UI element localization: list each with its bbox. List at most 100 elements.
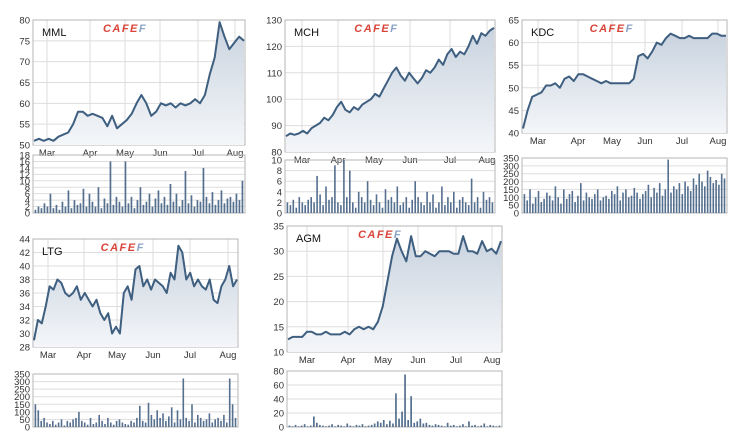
volume-bar: [334, 165, 336, 213]
volume-bar: [387, 199, 390, 214]
volume-bar: [473, 202, 476, 213]
volume-bar: [60, 419, 63, 427]
month-tick-label: Jun: [145, 350, 160, 361]
month-tick-label: Apr: [341, 355, 356, 366]
price-ytick-label: 65: [508, 16, 519, 27]
volume-bar: [343, 426, 346, 427]
volume-bar: [159, 417, 161, 427]
volume-bar: [627, 197, 630, 213]
volume-bar: [477, 426, 479, 427]
price-ytick-label: 80: [271, 148, 282, 159]
volume-bar: [619, 200, 621, 213]
month-tick-label: Jun: [637, 136, 652, 147]
volume-bar: [489, 424, 492, 427]
volume-bar: [470, 178, 473, 213]
volume-bar: [441, 186, 443, 213]
volume-bar: [211, 192, 214, 213]
volume-bar: [208, 203, 211, 213]
volume-bar: [488, 197, 491, 213]
volume-bar: [136, 200, 139, 213]
volume-bar: [355, 424, 358, 427]
volume-bar: [529, 189, 531, 213]
volume-ytick-label: 10: [19, 176, 30, 187]
volume-bar: [208, 413, 211, 427]
volume-bar: [109, 161, 112, 213]
price-ytick-label: 100: [266, 95, 282, 106]
volume-bar: [358, 425, 361, 427]
volume-bar: [337, 424, 339, 427]
volume-bar: [580, 183, 582, 213]
volume-bar: [92, 424, 95, 427]
volume-bar: [163, 196, 166, 213]
volume-bar: [37, 206, 40, 213]
volume-bar: [366, 181, 369, 213]
volume-bar: [695, 184, 698, 213]
price-ytick-label: 25: [273, 272, 284, 283]
volume-bar: [684, 181, 686, 213]
volume-ytick-label: 12: [19, 170, 30, 181]
price-ytick-label: 35: [273, 222, 284, 233]
volume-bar: [55, 204, 58, 213]
volume-bar: [673, 186, 675, 213]
price-ytick-label: 130: [266, 16, 282, 27]
volume-bar: [405, 197, 408, 213]
ticker-title: AGM: [296, 233, 321, 245]
volume-bar: [185, 417, 187, 427]
volume-bar: [300, 425, 303, 427]
price-line: [33, 244, 238, 341]
volume-frame: [284, 159, 496, 214]
volume-bar: [411, 199, 413, 214]
volume-bar: [363, 202, 366, 213]
volume-bar: [49, 424, 51, 427]
volume-bar: [465, 426, 467, 427]
price-ytick-label: 55: [508, 61, 519, 72]
ticker-title: MML: [42, 27, 66, 39]
volume-bar: [176, 410, 179, 427]
volume-bar: [650, 197, 652, 213]
volume-bar: [197, 414, 199, 427]
volume-ytick-label: 14: [19, 163, 30, 174]
volume-bar: [390, 197, 393, 213]
volume-bar: [191, 404, 193, 427]
volume-bar: [331, 197, 333, 213]
price-ytick-label: 28: [19, 343, 30, 354]
volume-bar: [384, 189, 387, 213]
volume-bar: [687, 186, 689, 213]
volume-bar: [361, 424, 364, 427]
month-tick-label: Mar: [39, 148, 55, 159]
volume-bar: [37, 410, 40, 427]
volume-bar: [214, 419, 216, 427]
volume-bar: [410, 396, 412, 427]
volume-bar: [419, 418, 422, 427]
volume-bar: [543, 198, 545, 213]
volume-bar: [49, 193, 52, 213]
volume-bar: [139, 405, 141, 427]
volume-bar: [364, 426, 367, 427]
volume-bar: [288, 425, 291, 427]
volume-bar: [188, 420, 190, 427]
volume-ytick-label: 100: [503, 193, 519, 204]
volume-ytick-label: 20: [273, 409, 284, 420]
volume-bar: [133, 208, 136, 213]
volume-ytick-label: 4: [277, 187, 282, 198]
volume-bar: [548, 195, 551, 213]
volume-bar: [217, 417, 219, 427]
volume-bar: [658, 183, 661, 213]
volume-bar: [231, 404, 234, 427]
volume-bar: [352, 426, 355, 427]
volume-bar: [458, 199, 461, 214]
volume-bar: [178, 206, 181, 213]
volume-bar: [94, 206, 97, 213]
volume-ytick-label: 250: [503, 169, 519, 180]
volume-bar: [532, 203, 534, 213]
volume-bar: [301, 202, 304, 213]
volume-bar: [98, 414, 100, 427]
volume-bar: [136, 417, 138, 427]
volume-bar: [426, 191, 428, 213]
volume-bar: [483, 423, 486, 427]
volume-bar: [372, 205, 375, 213]
volume-bar: [40, 208, 43, 213]
volume-bar: [554, 186, 557, 213]
price-ytick-label: 110: [267, 68, 282, 79]
